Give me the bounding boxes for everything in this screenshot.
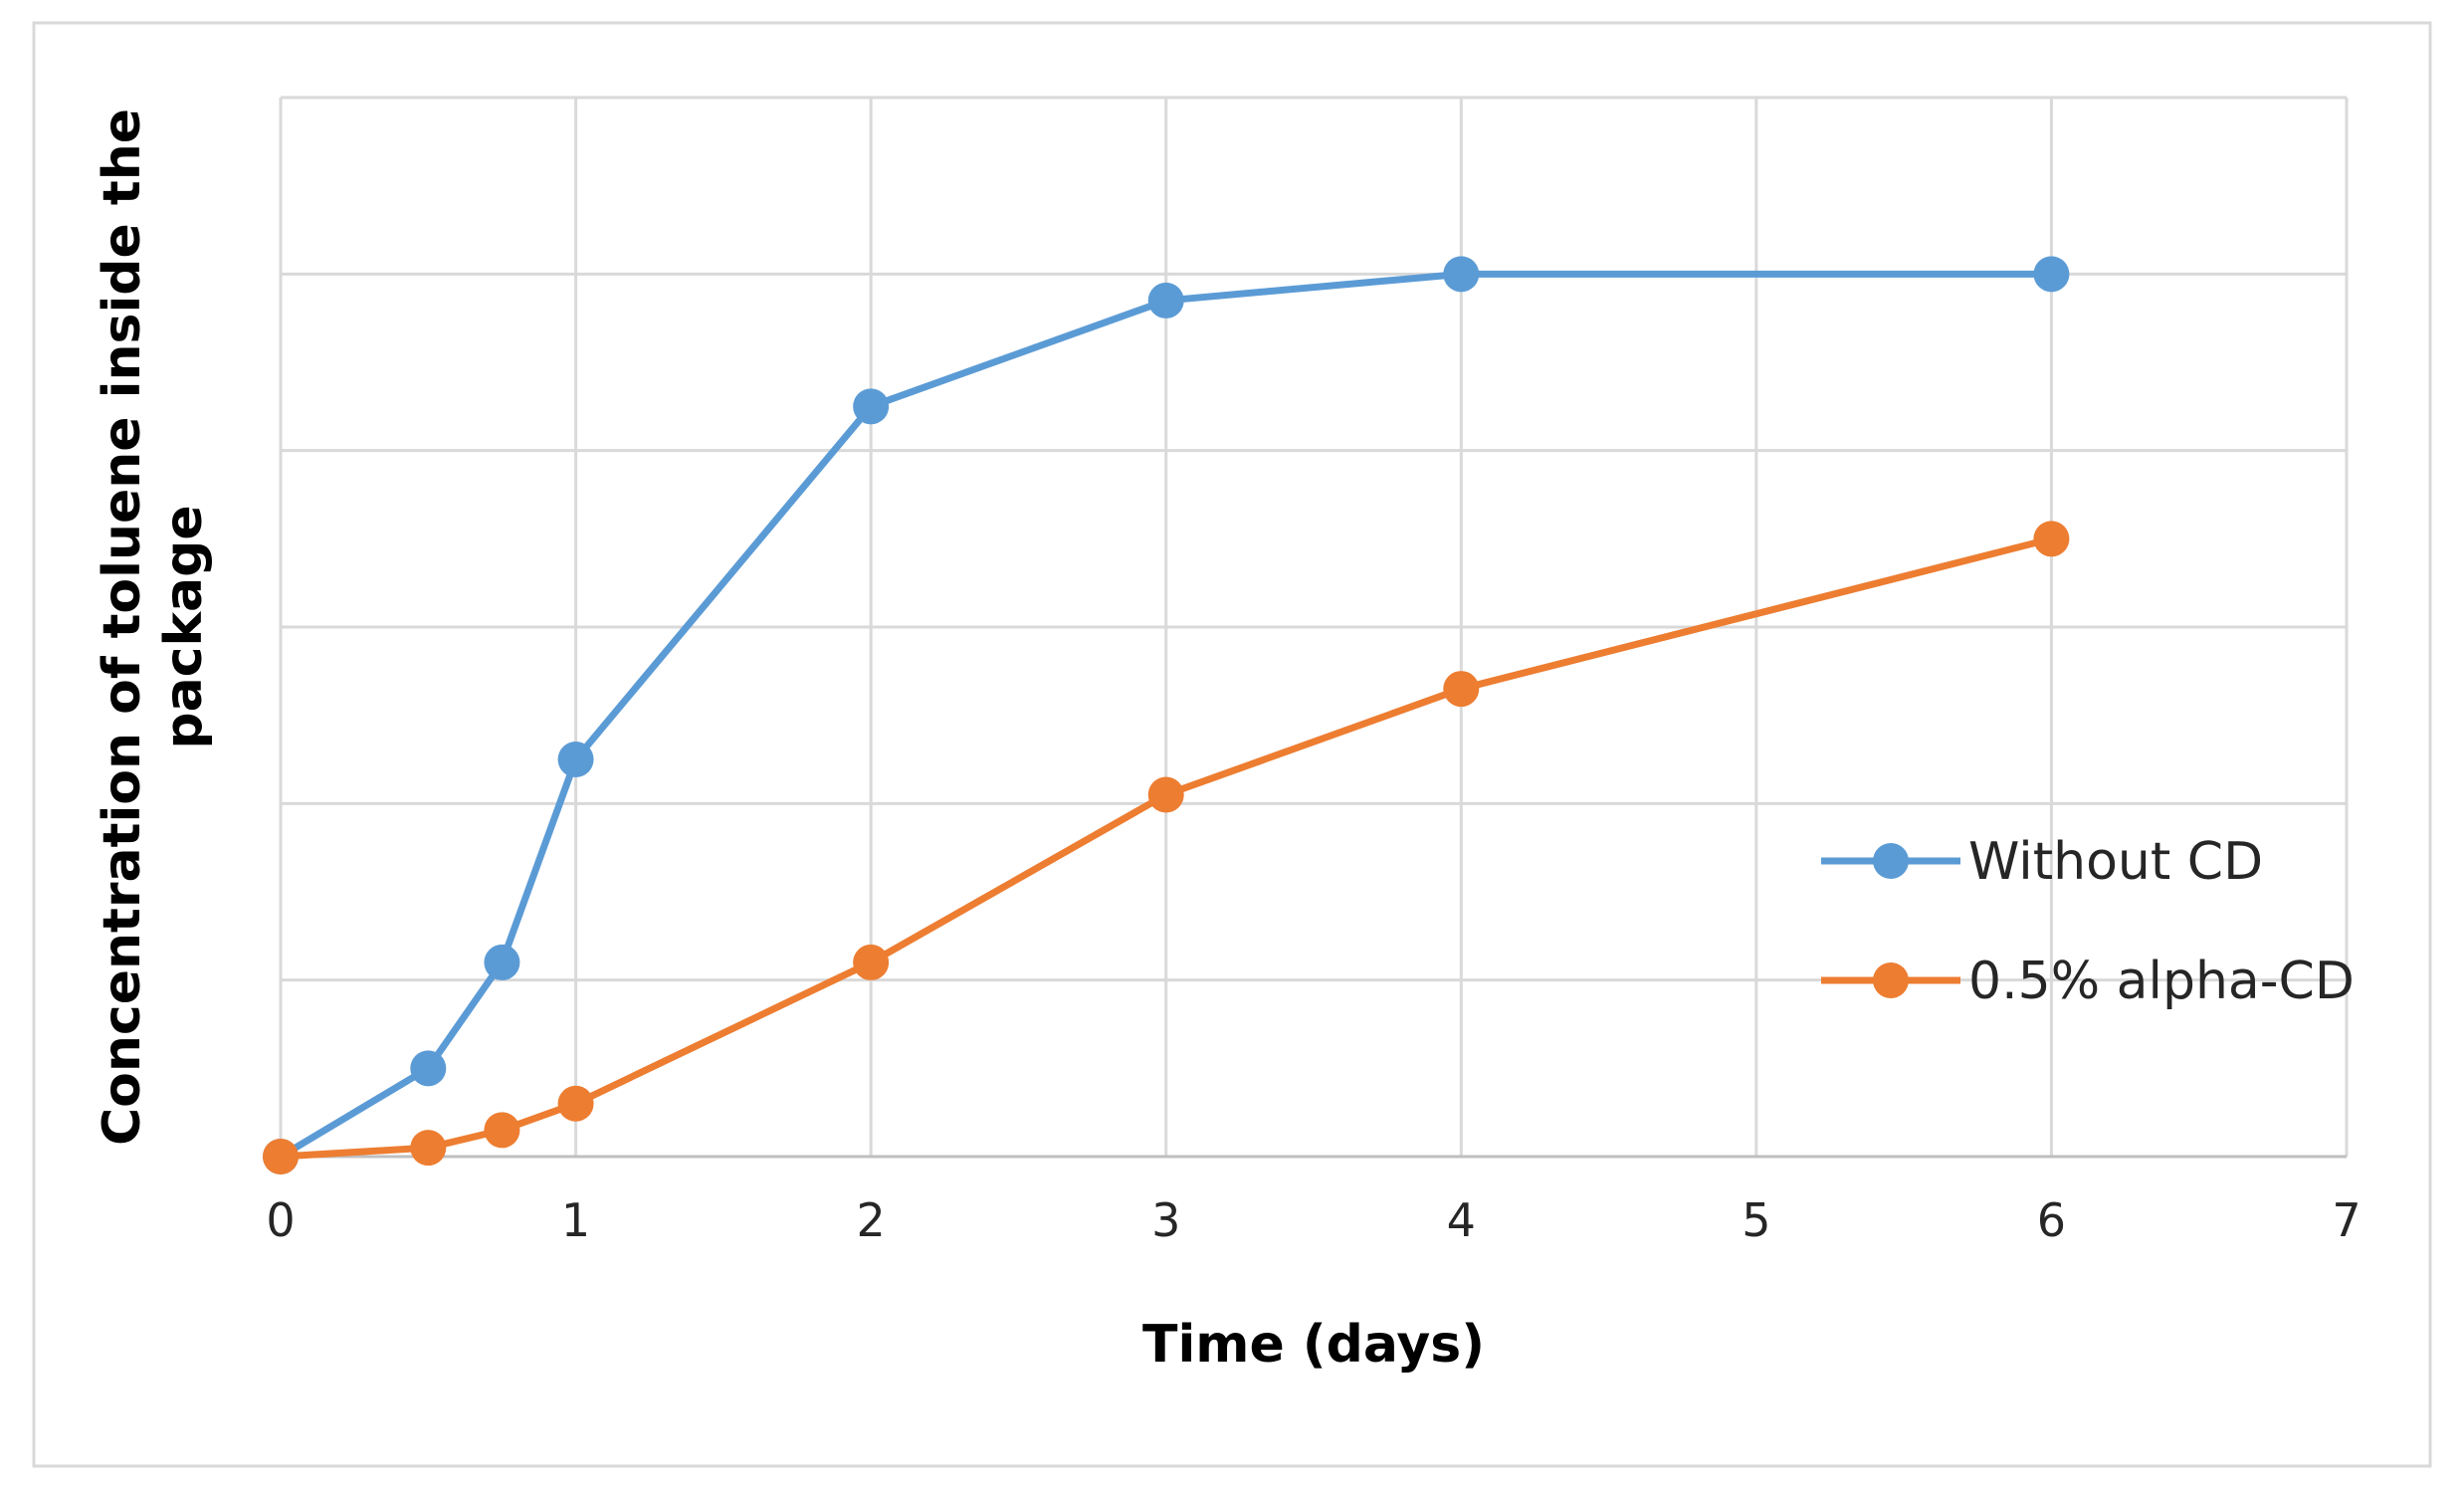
data-point bbox=[410, 1130, 447, 1167]
x-tick-label: 7 bbox=[2332, 1193, 2361, 1247]
legend: Without CD 0.5% alpha-CD bbox=[1821, 832, 2355, 1011]
series-group bbox=[263, 256, 2070, 1174]
axes bbox=[279, 98, 2347, 1159]
legend-label: 0.5% alpha-CD bbox=[1968, 952, 2355, 1011]
x-tick-label: 6 bbox=[2037, 1193, 2066, 1247]
x-axis-title: Time (days) bbox=[1142, 1315, 1485, 1375]
series-line bbox=[277, 270, 2055, 1161]
data-point bbox=[2033, 256, 2070, 293]
series-2 bbox=[263, 521, 2070, 1174]
data-point bbox=[1443, 256, 1480, 293]
legend-swatch-marker bbox=[1873, 962, 1909, 998]
x-tick-label: 3 bbox=[1151, 1193, 1180, 1247]
data-point bbox=[410, 1050, 447, 1087]
y-axis-title-line: package bbox=[154, 505, 214, 748]
data-point bbox=[1443, 671, 1480, 708]
data-point bbox=[1147, 776, 1184, 813]
x-tick-label: 0 bbox=[266, 1193, 295, 1247]
x-tick-label: 4 bbox=[1447, 1193, 1476, 1247]
data-point bbox=[853, 388, 890, 425]
y-axis-title-line: Concentration of toluene inside the bbox=[93, 108, 152, 1146]
data-point bbox=[263, 1139, 299, 1174]
y-axis-title: Concentration of toluene inside thepacka… bbox=[93, 108, 214, 1146]
data-point bbox=[2033, 521, 2070, 557]
data-point bbox=[1147, 282, 1184, 319]
legend-entry: Without CD bbox=[1821, 832, 2263, 892]
data-point bbox=[484, 1112, 520, 1149]
legend-entry: 0.5% alpha-CD bbox=[1821, 952, 2355, 1011]
x-tick-label: 1 bbox=[561, 1193, 590, 1247]
legend-label: Without CD bbox=[1968, 832, 2263, 892]
data-point bbox=[853, 944, 890, 980]
data-point bbox=[484, 944, 520, 980]
legend-swatch-marker bbox=[1873, 843, 1909, 879]
x-tick-labels: 0 1 2 3 4 5 6 7 bbox=[266, 1193, 2361, 1247]
data-point bbox=[557, 742, 594, 777]
x-tick-label: 2 bbox=[857, 1193, 886, 1247]
x-tick-label: 5 bbox=[1742, 1193, 1770, 1247]
data-point bbox=[557, 1085, 594, 1122]
chart-frame bbox=[32, 21, 2432, 1468]
